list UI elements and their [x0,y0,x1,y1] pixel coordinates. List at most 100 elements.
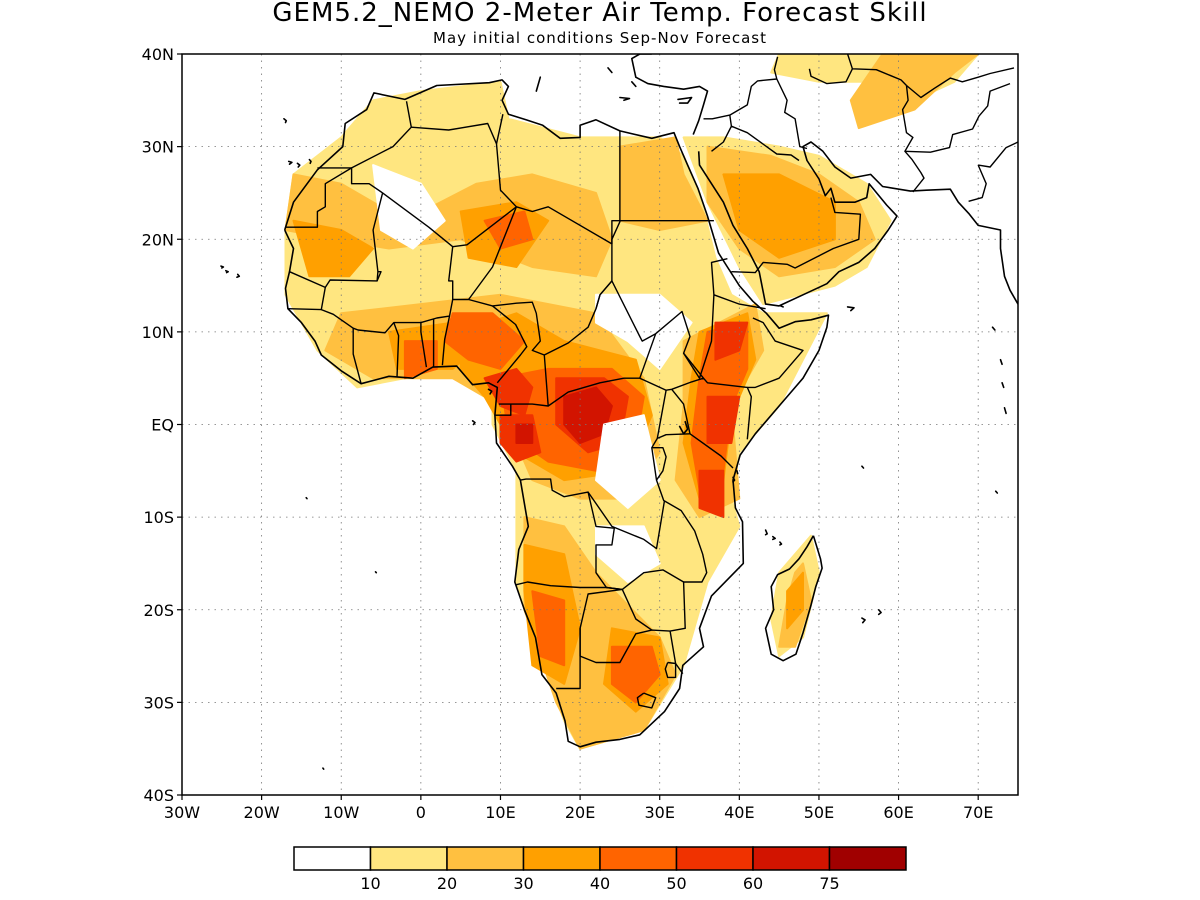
island-outline [732,476,736,483]
country-border [498,354,549,407]
country-border [285,167,352,228]
skill-shading-layer [284,54,980,750]
lon-label: 30E [644,803,674,822]
island-outline [220,265,225,269]
island-outline [861,617,866,624]
island-outline [779,305,784,308]
island-outline [1001,381,1005,389]
country-border [468,206,518,300]
country-border [492,305,528,384]
lon-label: 20W [244,803,280,822]
coastline-arabia [697,141,1018,307]
country-border [808,68,854,85]
skill-region-sahel-west [284,173,613,278]
skill-region-tanzania [698,469,725,519]
skill-region-madagascar-inner [786,571,804,630]
country-border [711,125,800,162]
colorbar-swatch [752,846,831,871]
island-outline [236,273,241,279]
island-outline [305,496,308,500]
lat-label: 10S [143,508,174,527]
skill-region-gap-mali [372,164,446,250]
lon-label: 0 [416,803,426,822]
country-border [441,315,451,366]
country-border [448,246,454,300]
colorbar-label: 50 [666,874,686,893]
country-border [393,322,400,378]
colorbar-swatch [522,846,601,871]
island-outline [287,160,293,165]
island-outline [225,269,229,274]
country-border [595,258,728,379]
island-outline [296,162,301,168]
coastline-africa-mainland [283,79,830,748]
lon-label: 10E [485,803,515,822]
country-border [317,167,613,309]
country-border [978,141,1018,168]
country-border [901,85,925,193]
map-subtitle: May initial conditions Sep-Nov Forecast [433,29,767,47]
island-outline [736,469,739,475]
longitude-tick-labels: 30W 20W 10W 0 10E 20E 30E 40E 50E 60E 70E [164,795,993,822]
island-outline [535,76,542,92]
colorbar-label: 30 [513,874,533,893]
colorbar-label: 60 [743,874,763,893]
island-outline [487,388,493,395]
country-border [713,294,766,310]
country-border [420,322,428,368]
island-outline [994,490,999,494]
island-outline [846,306,855,312]
island-outline [1003,406,1007,415]
lat-label: 40S [143,786,174,805]
island-outline [999,358,1003,366]
skill-region-ethiopia [714,321,749,361]
country-border [611,219,620,244]
island-outline [877,608,882,616]
island-outline [779,541,783,546]
lon-label: 60E [883,803,913,822]
skill-region-gap-east-congo [595,414,661,509]
country-border [731,197,862,274]
skill-region-gabon-hot [515,423,534,444]
country-border [621,589,653,631]
country-border [651,390,708,675]
lat-label: 20N [142,230,174,249]
country-border [376,271,382,282]
country-border [904,82,1011,153]
country-border [494,404,512,416]
country-border [703,114,730,120]
country-border [664,661,677,679]
lon-label: 20E [565,803,595,822]
colorbar-swatch [446,846,525,871]
colorbar-swatch [828,846,907,871]
country-border [351,101,412,169]
lat-label: EQ [151,416,174,435]
colorbar-label: 40 [590,874,610,893]
country-border [352,328,362,384]
skill-region-west-sahara-core [292,219,375,278]
island-outline [677,96,693,104]
country-border [636,692,657,709]
skill-region-kenya [706,395,741,444]
island-outline [630,81,637,88]
island-outline [308,158,312,165]
island-outline [322,767,325,770]
country-border [846,54,907,86]
island-outline [861,465,865,469]
colorbar-label: 75 [819,874,839,893]
country-border [776,78,808,150]
country-border [639,333,657,379]
country-border [683,352,705,379]
lat-label: 40N [142,45,174,64]
island-outline [764,529,769,536]
country-border [651,447,667,481]
coastline-and-borders [220,54,1018,770]
island-outline [771,535,777,541]
colorbar-swatch [293,846,372,871]
country-border [516,581,623,690]
country-border [520,478,684,591]
island-outline [678,420,689,435]
island-outline [374,570,378,574]
island-outline [283,118,288,124]
